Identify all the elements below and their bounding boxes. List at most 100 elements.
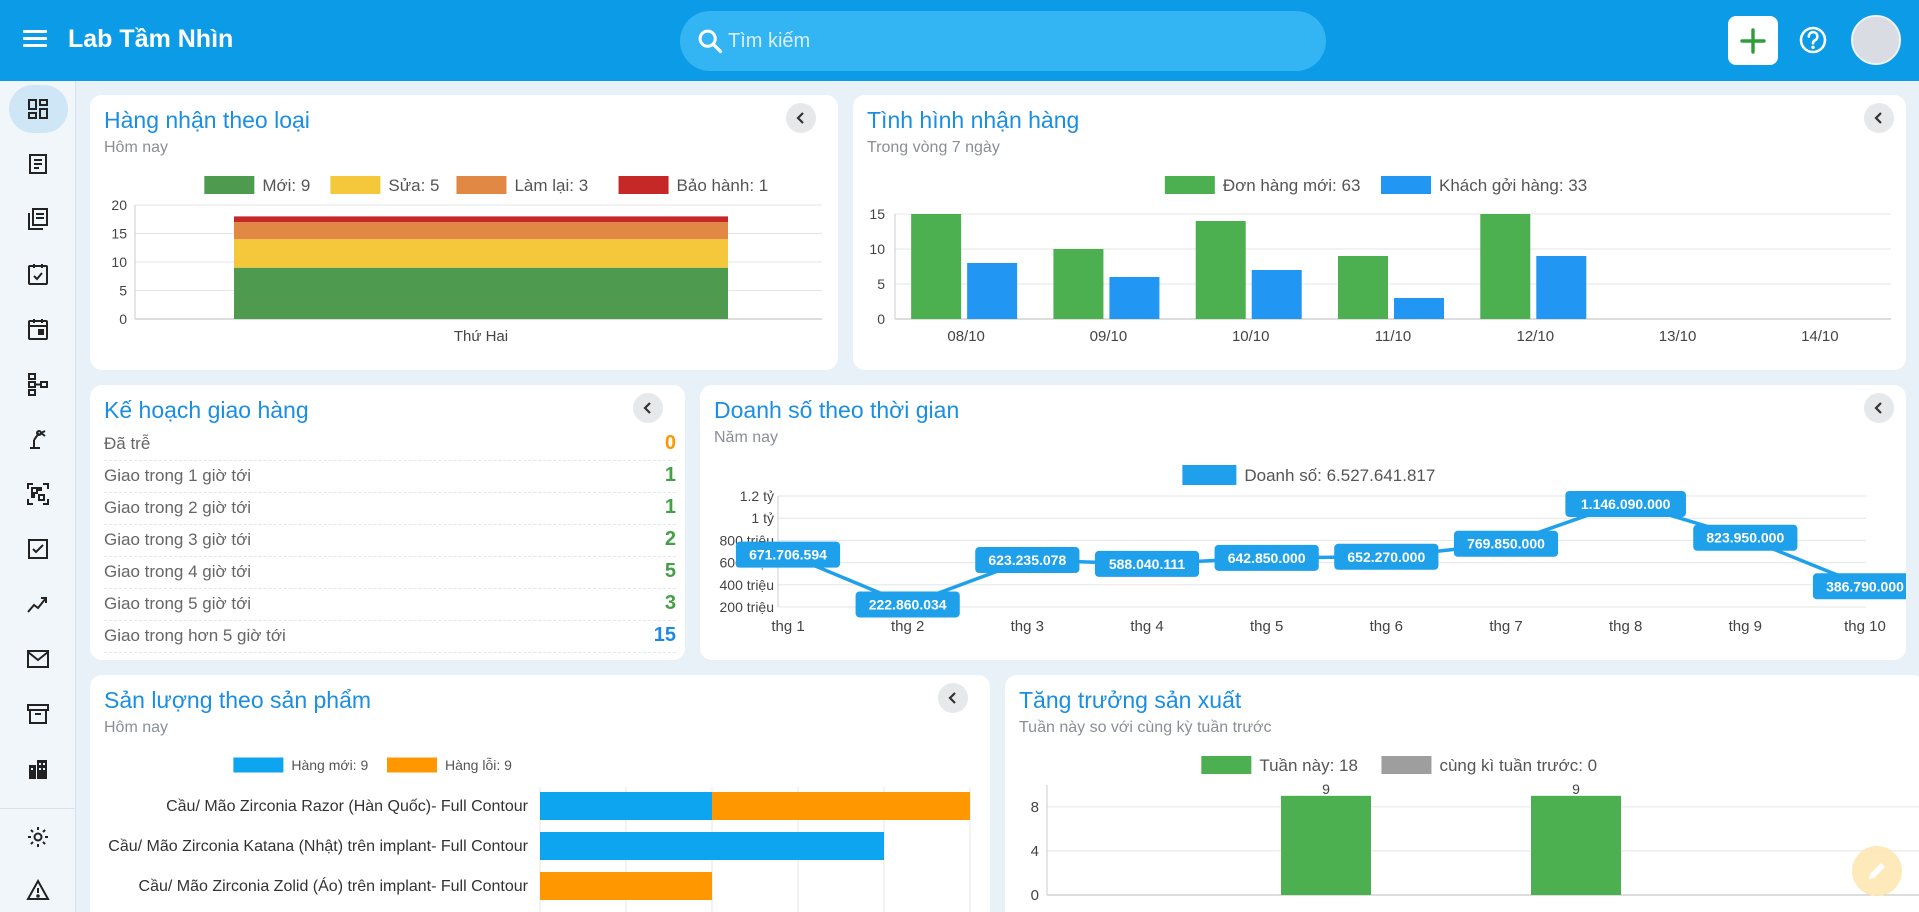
y-tick-label: 200 triệu — [720, 599, 774, 615]
collapse-button[interactable] — [1864, 103, 1894, 133]
plan-row[interactable]: Giao trong hơn 5 giờ tới 15 — [104, 621, 676, 653]
edit-fab-button[interactable] — [1852, 846, 1902, 896]
legend-swatch — [330, 176, 381, 194]
y-tick-label: 15 — [111, 226, 127, 242]
plan-count: 1 — [664, 496, 676, 518]
sidebar-item-settings[interactable] — [9, 813, 68, 861]
sidebar-item-calendar[interactable] — [9, 305, 68, 353]
y-tick-label: 0 — [119, 311, 127, 327]
legend-label: cùng kì tuần trước: 0 — [1439, 756, 1597, 775]
x-tick-label: 13/10 — [1659, 328, 1697, 345]
plan-row[interactable]: Giao trong 2 giờ tới 1 — [104, 493, 676, 525]
library-icon — [28, 208, 48, 230]
pencil-icon — [1869, 863, 1885, 879]
chevron-left-icon — [643, 402, 651, 414]
plan-label: Giao trong 4 giờ tới — [104, 562, 252, 581]
bar — [1281, 795, 1371, 895]
menu-icon[interactable] — [20, 26, 50, 56]
add-button[interactable] — [1728, 16, 1778, 65]
search-box[interactable] — [680, 11, 1326, 71]
plan-row[interactable]: Đã trễ 0 — [104, 429, 676, 461]
plan-row[interactable]: Giao trong 1 giờ tới 1 — [104, 461, 676, 493]
x-tick-label: Thứ Hai — [454, 328, 508, 345]
sidebar-item-catalog[interactable] — [9, 195, 68, 243]
y-tick-label: 4 — [1031, 843, 1039, 860]
sidebar-item-alerts[interactable] — [9, 866, 68, 912]
bar — [1053, 249, 1104, 319]
search-input[interactable] — [728, 21, 1288, 61]
x-tick-label: 09/10 — [1090, 328, 1128, 345]
x-tick-label: thg 2 — [891, 618, 924, 635]
x-tick-label: 08/10 — [947, 328, 985, 345]
sidebar-item-reports[interactable] — [9, 580, 68, 628]
dashboard-icon — [28, 99, 48, 119]
sidebar-item-workflow[interactable] — [9, 360, 68, 408]
sidebar-item-archive[interactable] — [9, 690, 68, 738]
x-tick-label: thg 3 — [1011, 618, 1044, 635]
chevron-left-icon — [796, 112, 804, 124]
data-label: 623.235.078 — [988, 552, 1066, 568]
plan-label: Giao trong hơn 5 giờ tới — [104, 626, 286, 645]
legend-swatch — [1201, 756, 1252, 774]
y-category-label: Cầu/ Mão Zirconia Razor (Hàn Quốc)- Full… — [166, 798, 529, 815]
sidebar-item-company[interactable] — [9, 745, 68, 793]
plan-label: Giao trong 2 giờ tới — [104, 498, 252, 517]
legend-label: Hàng lỗi: 9 — [445, 757, 512, 773]
data-label: 588.040.111 — [1109, 556, 1186, 572]
x-tick-label: thg 9 — [1729, 618, 1762, 635]
y-tick-label: 1 tỷ — [751, 510, 774, 526]
sidebar-item-messages[interactable] — [9, 635, 68, 683]
legend-swatch — [204, 176, 255, 194]
plan-label: Giao trong 3 giờ tới — [104, 530, 252, 549]
plan-label: Giao trong 5 giờ tới — [104, 594, 252, 613]
bar-segment — [234, 222, 728, 240]
settings-icon — [28, 827, 48, 847]
x-tick-label: 12/10 — [1517, 328, 1555, 345]
sidebar-item-quality[interactable] — [9, 525, 68, 573]
sidebar-item-dashboard[interactable] — [9, 85, 68, 133]
bar — [1531, 795, 1621, 895]
y-tick-label: 5 — [877, 276, 885, 292]
y-tick-label: 10 — [111, 254, 127, 270]
legend-label: Tuần này: 18 — [1259, 756, 1358, 775]
card-subtitle: Hôm nay — [104, 719, 169, 736]
collapse-button[interactable] — [786, 103, 816, 133]
sidebar-item-tasks[interactable] — [9, 250, 68, 298]
chart-receiving-status: Đơn hàng mới: 63 Khách gởi hàng: 33 0 5 10 15… — [869, 176, 1891, 345]
x-tick-label: thg 5 — [1250, 618, 1283, 635]
card-title: Tình hình nhận hàng — [867, 107, 1080, 133]
data-label: 386.790.000 — [1826, 578, 1904, 594]
top-app-bar: Lab Tầm Nhìn — [0, 0, 1919, 81]
bar — [1251, 270, 1302, 319]
y-category-label: Cầu/ Mão Zirconia Katana (Nhật) trên imp… — [108, 838, 528, 855]
legend-swatch — [1164, 176, 1215, 194]
x-tick-label: thg 1 — [771, 618, 804, 635]
sidebar-item-scan[interactable] — [9, 470, 68, 518]
data-label-box — [855, 591, 960, 618]
help-icon[interactable] — [1797, 24, 1829, 56]
search-icon — [698, 29, 723, 54]
collapse-button[interactable] — [938, 683, 968, 713]
plan-count: 5 — [664, 560, 676, 582]
sidebar-item-orders[interactable] — [9, 140, 68, 188]
sidebar-item-production[interactable] — [9, 415, 68, 463]
bar — [1109, 277, 1160, 319]
bar-segment — [234, 267, 728, 319]
document-icon — [29, 154, 47, 174]
card-output-by-product: Sản lượng theo sản phẩm Hôm nay Hàng mới… — [90, 675, 990, 912]
collapse-button[interactable] — [633, 393, 663, 423]
data-label-box — [1094, 550, 1200, 577]
legend-label: Đơn hàng mới: 63 — [1223, 176, 1361, 195]
data-label: 642.850.000 — [1228, 550, 1306, 566]
plan-row[interactable]: Giao trong 3 giờ tới 2 — [104, 525, 676, 557]
plan-row[interactable]: Giao trong 5 giờ tới 3 — [104, 589, 676, 621]
collapse-button[interactable] — [1864, 393, 1894, 423]
plan-count: 2 — [664, 528, 676, 550]
avatar[interactable] — [1851, 15, 1901, 65]
x-tick-label: thg 8 — [1609, 618, 1642, 635]
plan-row[interactable]: Giao trong 4 giờ tới 5 — [104, 557, 676, 589]
card-sales-over-time: Doanh số theo thời gian Năm nay Doanh số… — [700, 385, 1906, 660]
legend-swatch — [387, 757, 437, 773]
chevron-left-icon — [948, 692, 956, 704]
legend-label: Doanh số: 6.527.641.817 — [1244, 466, 1435, 485]
